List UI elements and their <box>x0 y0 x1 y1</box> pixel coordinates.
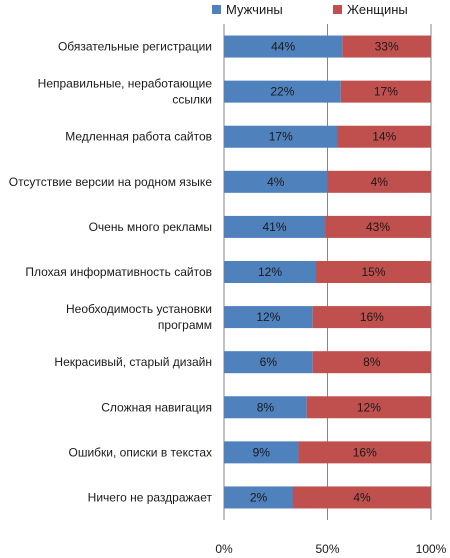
data-label-men: 41% <box>263 220 287 234</box>
category-label: Ошибки, описки в текстах <box>69 445 212 459</box>
category-label: ссылки <box>172 93 212 107</box>
bar-women <box>342 35 431 58</box>
bar-men <box>224 215 326 238</box>
category-label: Сложная навигация <box>101 400 212 414</box>
legend-label-0: Мужчины <box>226 2 283 17</box>
data-label-men: 6% <box>260 355 278 369</box>
data-label-men: 17% <box>269 130 293 144</box>
data-label-women: 12% <box>357 400 381 414</box>
data-label-men: 12% <box>258 265 282 279</box>
data-label-women: 16% <box>360 310 384 324</box>
bar-men <box>224 351 313 374</box>
bar-women <box>312 306 431 329</box>
bar-men <box>224 261 316 283</box>
data-label-women: 4% <box>353 490 371 504</box>
data-label-women: 43% <box>366 220 390 234</box>
category-label: Ничего не раздражает <box>88 490 213 504</box>
bar-men <box>224 35 343 58</box>
bar-women <box>337 125 431 148</box>
bar-women <box>325 215 431 238</box>
data-label-women: 17% <box>374 85 398 99</box>
category-label: Отсутствие версии на родном языке <box>9 175 213 189</box>
category-label: Неправильные, неработающие <box>38 77 213 91</box>
x-tick-label: 50% <box>315 542 339 556</box>
legend-swatch-1 <box>333 5 342 14</box>
category-label: Очень много рекламы <box>89 220 212 234</box>
data-label-women: 14% <box>372 130 396 144</box>
data-label-men: 4% <box>267 175 285 189</box>
bar-men <box>224 80 341 103</box>
bar-women <box>327 170 431 193</box>
category-label: Необходимость установки <box>66 302 212 316</box>
data-label-men: 8% <box>257 400 275 414</box>
bar-women <box>340 80 431 103</box>
data-label-men: 2% <box>250 490 268 504</box>
data-label-men: 12% <box>256 310 280 324</box>
bar-men <box>224 306 313 329</box>
data-label-women: 8% <box>363 355 381 369</box>
x-tick-label: 0% <box>215 542 233 556</box>
data-label-women: 33% <box>375 40 399 54</box>
bar-women <box>298 441 431 464</box>
data-label-men: 22% <box>270 85 294 99</box>
bar-men <box>224 125 338 148</box>
data-label-women: 15% <box>361 265 385 279</box>
legend: Мужчины Женщины <box>212 2 408 17</box>
category-label: Медленная работа сайтов <box>65 130 212 144</box>
bar-men <box>224 441 299 464</box>
bar-women <box>316 261 431 283</box>
bar-women <box>306 396 431 419</box>
x-tick-label: 100% <box>416 542 447 556</box>
bar-women <box>293 486 431 509</box>
category-label: программ <box>158 318 212 332</box>
category-label: Обязательные регистрации <box>58 40 212 54</box>
category-label: Некрасивый, старый дизайн <box>54 355 212 369</box>
category-label: Плохая информативность сайтов <box>25 265 212 279</box>
bar-women <box>312 351 431 374</box>
legend-swatch-0 <box>212 5 221 14</box>
bars: 44% 33% 22% 17% 17% 14% 4% 4% 41% 43% 12% 15% 12% 16%… <box>224 35 431 509</box>
legend-label-1: Женщины <box>347 2 408 17</box>
data-label-men: 9% <box>253 445 271 459</box>
category-labels: Обязательные регистрации Неправильные, не… <box>9 40 213 505</box>
bar-men <box>224 486 293 509</box>
data-label-women: 4% <box>371 175 389 189</box>
data-label-men: 44% <box>271 40 295 54</box>
x-axis: 0% 50% 100% <box>215 542 446 556</box>
data-label-women: 16% <box>353 445 377 459</box>
bar-men <box>224 170 328 193</box>
bar-men <box>224 396 307 419</box>
